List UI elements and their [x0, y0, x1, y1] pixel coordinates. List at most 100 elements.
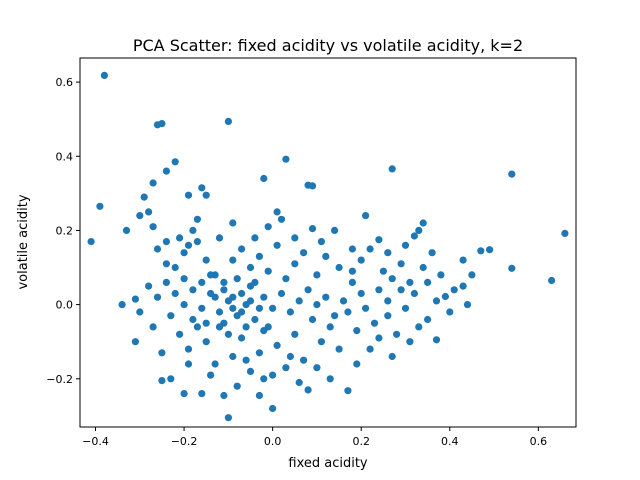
data-point — [561, 229, 569, 237]
data-point — [264, 267, 272, 275]
data-point — [277, 289, 286, 298]
x-axis-label: fixed acidity — [288, 456, 368, 471]
data-point — [295, 378, 303, 387]
x-tick-label: 0.6 — [530, 435, 548, 448]
points-layer — [87, 71, 569, 422]
x-axis-ticks: −0.4 −0.2 0.0 0.2 0.4 0.6 — [82, 427, 547, 448]
data-point — [397, 260, 405, 268]
data-point — [207, 271, 215, 279]
data-point — [286, 308, 294, 316]
data-point — [401, 304, 410, 312]
data-point — [211, 360, 219, 368]
data-point — [198, 390, 206, 398]
data-point — [375, 236, 383, 244]
data-point — [548, 276, 556, 285]
data-point — [348, 267, 356, 275]
data-point — [145, 282, 153, 290]
data-point — [215, 234, 224, 242]
data-point — [459, 282, 467, 290]
data-point — [260, 327, 268, 335]
data-point — [335, 345, 343, 353]
data-point — [176, 234, 184, 242]
data-point — [468, 271, 476, 279]
data-point — [357, 289, 365, 298]
data-point — [149, 323, 157, 331]
data-point — [463, 301, 472, 309]
data-point — [238, 334, 246, 342]
data-point — [269, 304, 277, 312]
data-point — [220, 278, 228, 286]
data-point — [229, 352, 237, 361]
data-point — [224, 414, 232, 422]
data-point — [410, 289, 418, 298]
chart-title: PCA Scatter: fixed acidity vs volatile a… — [133, 36, 523, 55]
data-point — [379, 267, 387, 275]
data-point — [193, 323, 201, 331]
data-point — [375, 286, 383, 294]
data-point — [432, 297, 441, 305]
data-point — [158, 377, 166, 385]
data-point — [242, 356, 250, 364]
data-point — [260, 375, 268, 383]
data-point — [238, 308, 246, 316]
data-point — [273, 341, 281, 349]
data-point — [308, 225, 317, 233]
data-point — [220, 286, 228, 294]
data-point — [406, 278, 414, 286]
data-point — [384, 249, 392, 257]
data-point — [344, 308, 352, 316]
data-point — [508, 170, 516, 178]
data-point — [202, 256, 210, 264]
data-point — [229, 219, 237, 227]
data-point — [167, 312, 175, 320]
data-point — [158, 349, 166, 357]
data-point — [432, 336, 441, 344]
data-point — [269, 371, 277, 379]
data-point — [233, 275, 241, 283]
data-point — [207, 371, 215, 379]
data-point — [251, 234, 259, 242]
data-point — [180, 275, 188, 283]
data-point — [339, 297, 348, 305]
data-point — [136, 212, 144, 220]
data-point — [286, 352, 294, 361]
data-point — [162, 167, 170, 175]
data-point — [184, 345, 193, 353]
data-point — [184, 191, 193, 199]
data-point — [308, 182, 317, 190]
x-tick-label: −0.4 — [82, 435, 109, 448]
data-point — [171, 263, 179, 272]
data-point — [87, 238, 95, 246]
data-point — [477, 247, 485, 255]
data-point — [242, 323, 250, 331]
data-point — [189, 315, 197, 324]
data-point — [238, 245, 246, 253]
data-point — [459, 256, 467, 264]
data-point — [446, 308, 454, 316]
data-point — [224, 330, 232, 338]
data-point — [229, 293, 237, 301]
data-point — [193, 215, 201, 223]
data-point — [313, 271, 321, 279]
data-point — [317, 238, 325, 246]
data-point — [264, 223, 272, 231]
data-point — [215, 323, 224, 331]
data-point — [486, 246, 494, 254]
data-point — [508, 264, 516, 272]
data-point — [131, 295, 139, 303]
x-tick-label: 0.2 — [352, 435, 370, 448]
data-point — [255, 252, 263, 260]
data-point — [153, 245, 162, 253]
data-point — [353, 360, 361, 368]
data-point — [291, 234, 299, 242]
data-point — [419, 263, 427, 272]
data-point — [246, 297, 255, 305]
data-point — [229, 304, 237, 312]
data-point — [198, 304, 206, 312]
y-tick-label: 0.2 — [56, 224, 74, 237]
y-tick-label: 0.4 — [56, 150, 74, 163]
data-point — [171, 289, 179, 298]
data-point — [300, 356, 308, 364]
data-point — [198, 278, 206, 286]
